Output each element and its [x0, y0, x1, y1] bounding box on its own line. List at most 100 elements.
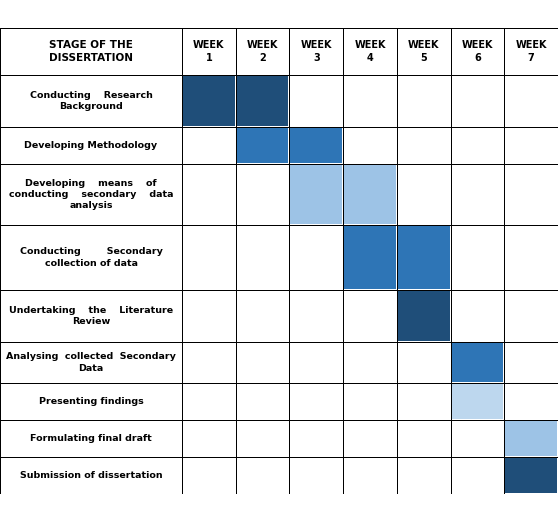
Bar: [182, 290, 235, 341]
Bar: [235, 127, 290, 163]
Text: WEEK
5: WEEK 5: [408, 40, 440, 63]
Bar: [235, 28, 290, 75]
Bar: [343, 383, 397, 420]
Bar: [235, 75, 290, 127]
Bar: [343, 420, 397, 457]
Bar: [235, 341, 290, 383]
Bar: [343, 127, 397, 163]
Text: Conducting    Research
Background: Conducting Research Background: [30, 91, 152, 111]
Bar: [397, 75, 450, 127]
Bar: [504, 225, 558, 290]
Bar: [450, 383, 504, 420]
Bar: [343, 290, 397, 341]
Text: WEEK
7: WEEK 7: [516, 40, 547, 63]
Bar: [235, 420, 290, 457]
Bar: [398, 226, 450, 289]
Bar: [290, 28, 343, 75]
Bar: [343, 341, 397, 383]
Bar: [450, 383, 504, 420]
Bar: [343, 457, 397, 494]
Bar: [290, 383, 343, 420]
Bar: [450, 420, 504, 457]
Bar: [0, 383, 182, 420]
Bar: [235, 341, 290, 383]
Bar: [235, 225, 290, 290]
Bar: [504, 163, 558, 225]
Bar: [343, 28, 397, 75]
Bar: [182, 420, 235, 457]
Bar: [182, 28, 235, 75]
Bar: [397, 341, 450, 383]
Text: Developing    means    of
conducting    secondary    data
analysis: Developing means of conducting secondary…: [9, 179, 174, 210]
Bar: [504, 457, 558, 494]
Bar: [450, 341, 504, 383]
Bar: [235, 457, 290, 494]
Bar: [182, 127, 235, 163]
Bar: [397, 290, 450, 341]
Bar: [182, 383, 235, 420]
Bar: [0, 383, 182, 420]
Bar: [343, 163, 397, 225]
Bar: [0, 225, 182, 290]
Bar: [397, 225, 450, 290]
Bar: [235, 290, 290, 341]
Bar: [182, 383, 235, 420]
Bar: [397, 420, 450, 457]
Bar: [290, 164, 342, 224]
Bar: [504, 28, 558, 75]
Bar: [235, 225, 290, 290]
Bar: [504, 127, 558, 163]
Bar: [235, 127, 290, 163]
Bar: [504, 341, 558, 383]
Bar: [182, 341, 235, 383]
Bar: [506, 421, 557, 456]
Bar: [182, 290, 235, 341]
Bar: [343, 383, 397, 420]
Text: Undertaking    the    Literature
Review: Undertaking the Literature Review: [9, 306, 173, 326]
Bar: [504, 420, 558, 457]
Bar: [290, 163, 343, 225]
Bar: [290, 75, 343, 127]
Bar: [450, 163, 504, 225]
Bar: [0, 457, 182, 494]
Bar: [344, 164, 396, 224]
Bar: [0, 127, 182, 163]
Bar: [450, 75, 504, 127]
Bar: [290, 420, 343, 457]
Bar: [235, 28, 290, 75]
Bar: [0, 127, 182, 163]
Bar: [0, 420, 182, 457]
Bar: [397, 163, 450, 225]
Bar: [237, 76, 288, 126]
Bar: [290, 420, 343, 457]
Bar: [450, 457, 504, 494]
Bar: [235, 290, 290, 341]
Bar: [182, 163, 235, 225]
Bar: [504, 290, 558, 341]
Bar: [504, 383, 558, 420]
Bar: [343, 290, 397, 341]
Bar: [343, 163, 397, 225]
Bar: [450, 163, 504, 225]
Bar: [343, 225, 397, 290]
Text: WEEK
3: WEEK 3: [301, 40, 332, 63]
Bar: [504, 341, 558, 383]
Bar: [397, 420, 450, 457]
Bar: [450, 420, 504, 457]
Bar: [450, 341, 504, 383]
Bar: [182, 163, 235, 225]
Bar: [343, 28, 397, 75]
Text: STAGE OF THE
DISSERTATION: STAGE OF THE DISSERTATION: [49, 40, 133, 63]
Bar: [450, 225, 504, 290]
Bar: [504, 127, 558, 163]
Bar: [182, 225, 235, 290]
Text: Developing Methodology: Developing Methodology: [25, 140, 157, 150]
Bar: [235, 75, 290, 127]
Bar: [0, 225, 182, 290]
Bar: [450, 290, 504, 341]
Bar: [182, 127, 235, 163]
Bar: [237, 128, 288, 162]
Bar: [504, 225, 558, 290]
Bar: [290, 225, 343, 290]
Bar: [0, 420, 182, 457]
